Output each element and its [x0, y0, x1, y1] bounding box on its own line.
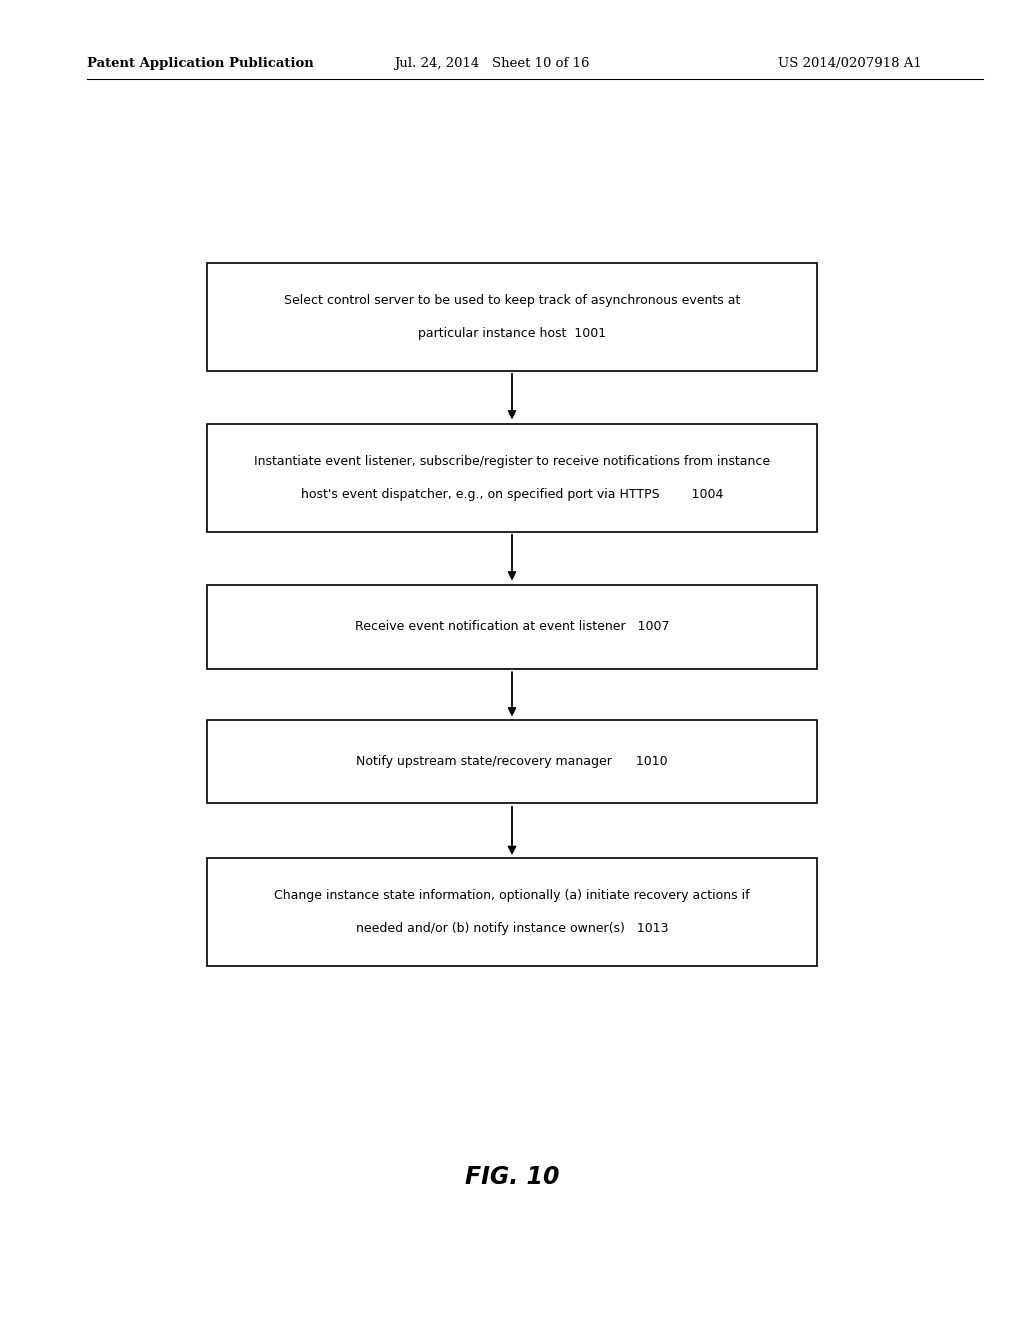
- Text: Change instance state information, optionally (a) initiate recovery actions if: Change instance state information, optio…: [274, 890, 750, 903]
- Text: Patent Application Publication: Patent Application Publication: [87, 57, 313, 70]
- Text: Jul. 24, 2014   Sheet 10 of 16: Jul. 24, 2014 Sheet 10 of 16: [394, 57, 590, 70]
- Bar: [207, 424, 817, 532]
- Text: needed and/or (b) notify instance owner(s)   1013: needed and/or (b) notify instance owner(…: [355, 921, 669, 935]
- Text: Instantiate event listener, subscribe/register to receive notifications from ins: Instantiate event listener, subscribe/re…: [254, 455, 770, 469]
- Text: particular instance host  1001: particular instance host 1001: [418, 326, 606, 339]
- Bar: [207, 858, 817, 966]
- Text: FIG. 10: FIG. 10: [465, 1166, 559, 1189]
- Bar: [207, 586, 817, 668]
- Text: Notify upstream state/recovery manager      1010: Notify upstream state/recovery manager 1…: [356, 755, 668, 768]
- Bar: [207, 263, 817, 371]
- Text: US 2014/0207918 A1: US 2014/0207918 A1: [778, 57, 922, 70]
- Text: Receive event notification at event listener   1007: Receive event notification at event list…: [354, 620, 670, 634]
- Text: host's event dispatcher, e.g., on specified port via HTTPS        1004: host's event dispatcher, e.g., on specif…: [301, 487, 723, 500]
- Bar: [207, 721, 817, 803]
- Text: Select control server to be used to keep track of asynchronous events at: Select control server to be used to keep…: [284, 294, 740, 308]
